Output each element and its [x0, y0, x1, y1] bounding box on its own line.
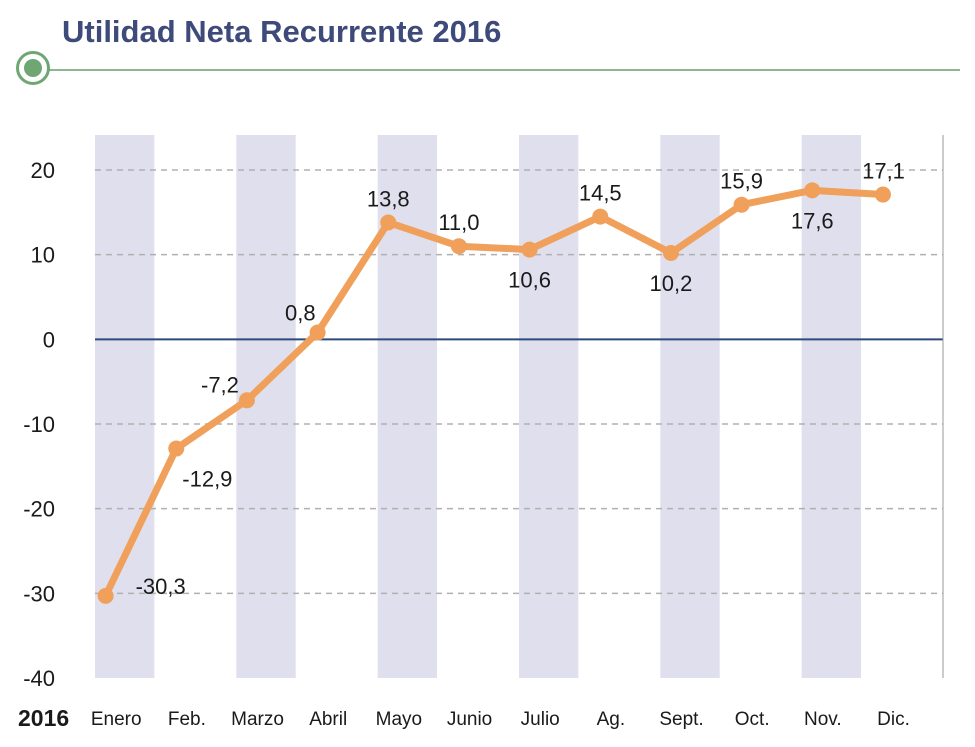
- data-point: [309, 324, 326, 341]
- data-point: [662, 244, 679, 261]
- month-bands: [95, 135, 862, 678]
- data-point: [238, 392, 255, 409]
- x-category-label: Ag.: [597, 709, 626, 730]
- month-band: [660, 135, 720, 678]
- month-band: [519, 135, 579, 678]
- y-tick-label: -20: [23, 497, 55, 522]
- y-tick-label: -10: [23, 412, 55, 437]
- y-tick-label: 20: [31, 158, 55, 183]
- data-label: 13,8: [367, 186, 410, 211]
- x-axis-categories: Enero Feb. Marzo Abril Mayo Junio Julio Ag. Sept…: [91, 709, 910, 730]
- data-point: [521, 241, 538, 258]
- data-point: [450, 238, 467, 255]
- data-label: -12,9: [182, 467, 232, 492]
- data-label: 11,0: [438, 210, 479, 235]
- y-tick-label: -40: [23, 666, 55, 691]
- month-band: [801, 135, 862, 678]
- x-category-label: Feb.: [168, 709, 206, 730]
- x-category-label: Abril: [309, 709, 347, 730]
- data-point: [733, 196, 750, 213]
- data-labels: -30,3 -12,9 -7,2 0,8 13,8 11,0 10,6 14,5 10,2 15,…: [136, 159, 905, 599]
- data-point: [380, 214, 397, 231]
- data-label: -7,2: [201, 372, 239, 397]
- data-label: 17,1: [862, 159, 905, 184]
- data-label: 0,8: [285, 301, 316, 326]
- x-category-label: Sept.: [659, 709, 703, 730]
- x-category-label: Nov.: [804, 709, 842, 730]
- y-tick-label: 10: [31, 243, 55, 268]
- data-label: 14,5: [579, 181, 622, 206]
- data-label: 15,9: [720, 169, 763, 194]
- circle-bullet-icon: [16, 51, 50, 85]
- y-tick-label: 0: [43, 327, 55, 352]
- gridlines: [95, 135, 944, 678]
- data-point: [168, 440, 185, 457]
- x-axis-label: 2016: [18, 705, 69, 731]
- data-point: [804, 182, 821, 199]
- data-label: -30,3: [136, 574, 186, 599]
- chart-title: Utilidad Neta Recurrente 2016: [62, 14, 502, 49]
- series-line: [102, 186, 887, 600]
- data-point: [592, 208, 609, 225]
- x-category-label: Junio: [447, 709, 492, 730]
- x-category-label: Mayo: [376, 709, 422, 730]
- data-label: 10,2: [650, 271, 693, 296]
- x-category-label: Julio: [521, 709, 560, 730]
- data-points: [97, 182, 891, 604]
- data-label: 17,6: [791, 208, 834, 233]
- data-point: [874, 186, 891, 203]
- data-label: 10,6: [508, 268, 551, 293]
- series-polyline: [102, 186, 887, 600]
- y-axis-ticks: 20 10 0 -10 -20 -30 -40: [23, 158, 55, 691]
- title-rule: [40, 69, 960, 71]
- x-category-label: Enero: [91, 709, 142, 730]
- month-band: [95, 135, 155, 678]
- y-tick-label: -30: [23, 581, 55, 606]
- data-point: [97, 587, 114, 604]
- x-category-label: Oct.: [735, 709, 770, 730]
- x-category-label: Dic.: [877, 709, 910, 730]
- x-category-label: Marzo: [231, 709, 284, 730]
